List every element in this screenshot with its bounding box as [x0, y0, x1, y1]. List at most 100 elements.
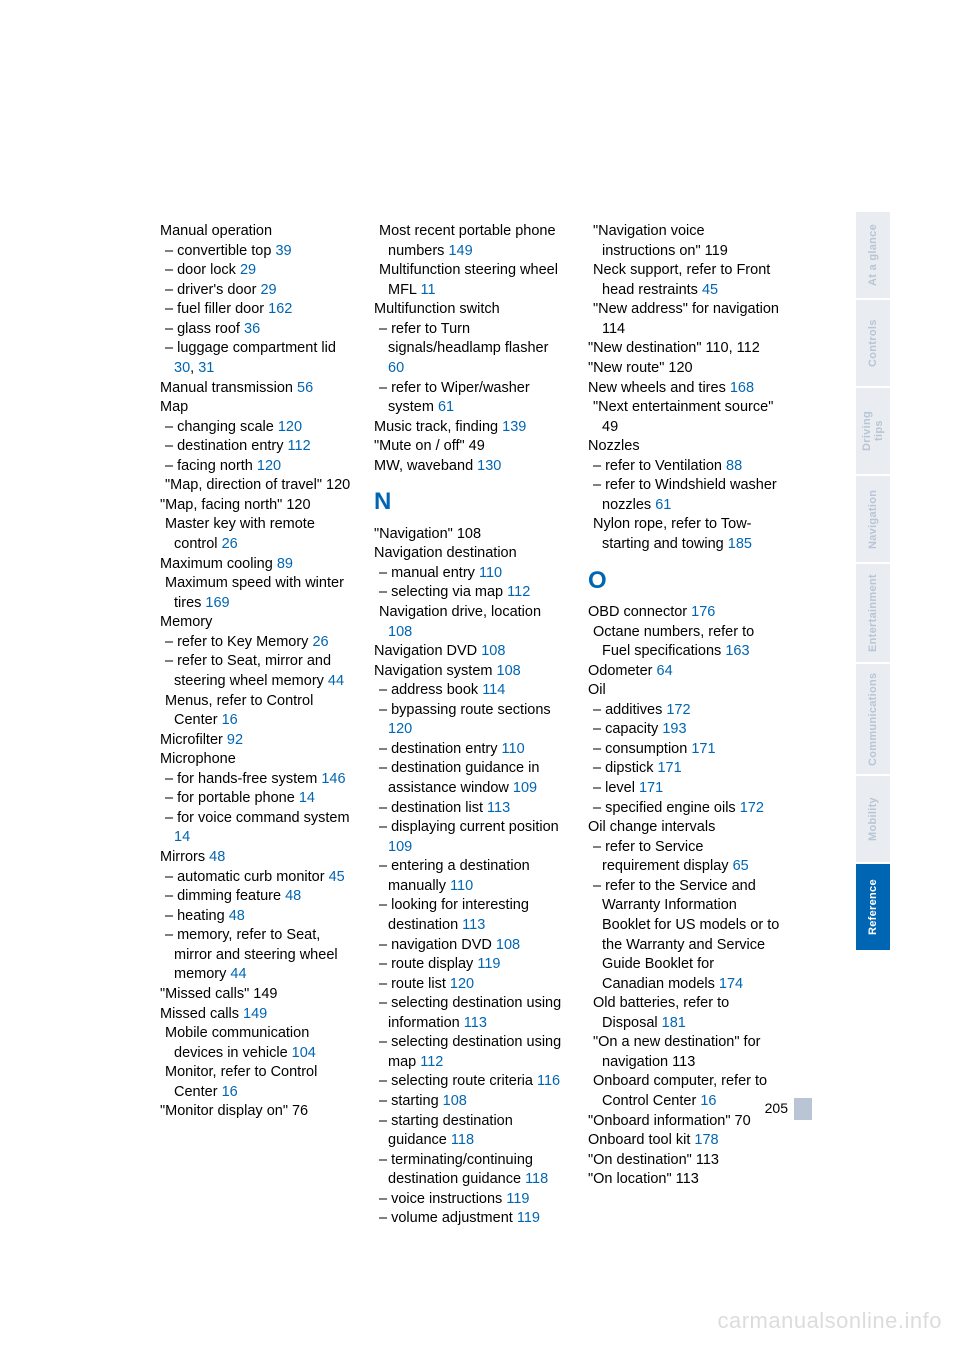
side-tab[interactable]: Navigation [856, 476, 890, 562]
page-link[interactable]: 108 [388, 624, 412, 640]
page-link[interactable]: 36 [244, 321, 260, 337]
entry-text: "Navigation voice instructions on" 119 [593, 223, 728, 259]
entry-text: Microphone [160, 751, 236, 767]
page-link[interactable]: 110 [479, 565, 502, 581]
page-link[interactable]: 163 [725, 643, 749, 659]
page-link[interactable]: 48 [229, 908, 245, 924]
page-link[interactable]: 113 [464, 1015, 487, 1031]
page-link[interactable]: 112 [507, 584, 530, 600]
page-link[interactable]: 181 [662, 1015, 686, 1031]
page-link[interactable]: 171 [639, 780, 663, 796]
page-link[interactable]: 120 [257, 458, 281, 474]
page-link[interactable]: 162 [268, 301, 292, 317]
page-link[interactable]: 56 [297, 380, 313, 396]
page-link[interactable]: 26 [312, 634, 328, 650]
page-link[interactable]: 109 [513, 780, 537, 796]
side-tab[interactable]: Entertainment [856, 564, 890, 662]
page-link[interactable]: 119 [517, 1210, 540, 1226]
page-link[interactable]: 172 [666, 702, 690, 718]
side-tab[interactable]: At a glance [856, 212, 890, 298]
page-link[interactable]: 26 [222, 536, 238, 552]
index-entry: Odometer 64 [588, 662, 780, 682]
side-tab[interactable]: Driving tips [856, 388, 890, 474]
page-link[interactable]: 30 [174, 360, 190, 376]
page-link[interactable]: 108 [481, 643, 505, 659]
page-link[interactable]: 45 [702, 282, 718, 298]
page-link[interactable]: 169 [205, 595, 229, 611]
page-link[interactable]: 193 [662, 721, 686, 737]
entry-text: – destination entry [165, 438, 288, 454]
page-link[interactable]: 14 [299, 790, 315, 806]
page-link[interactable]: 64 [657, 663, 673, 679]
page-link[interactable]: 60 [388, 360, 404, 376]
page-link[interactable]: 116 [537, 1073, 560, 1089]
page-link[interactable]: 110 [502, 741, 525, 757]
page-link[interactable]: 149 [243, 1006, 267, 1022]
page-link[interactable]: 108 [496, 937, 520, 953]
page-link[interactable]: 119 [477, 956, 500, 972]
page-link[interactable]: 48 [209, 849, 225, 865]
page-link[interactable]: 16 [700, 1093, 716, 1109]
entry-text: – capacity [593, 721, 662, 737]
page-link[interactable]: 108 [497, 663, 521, 679]
page-link[interactable]: 176 [691, 604, 715, 620]
index-entry: – route list 120 [374, 975, 566, 995]
page-link[interactable]: 185 [728, 536, 752, 552]
page-link[interactable]: 29 [260, 282, 276, 298]
entry-text: Mirrors [160, 849, 209, 865]
entry-text: "New route" 120 [588, 360, 693, 376]
page-link[interactable]: 65 [733, 858, 749, 874]
page-link[interactable]: 120 [278, 419, 302, 435]
page-link[interactable]: 61 [438, 399, 454, 415]
page-link[interactable]: 16 [222, 712, 238, 728]
page-link[interactable]: 146 [321, 771, 345, 787]
side-tab[interactable]: Communications [856, 664, 890, 774]
page-link[interactable]: 178 [694, 1132, 718, 1148]
page-link[interactable]: 168 [730, 380, 754, 396]
entry-text: – navigation DVD [379, 937, 496, 953]
page-link[interactable]: 118 [451, 1132, 474, 1148]
page-link[interactable]: 92 [227, 732, 243, 748]
page-link[interactable]: 113 [487, 800, 510, 816]
page-link[interactable]: 44 [230, 966, 246, 982]
page-link[interactable]: 39 [275, 243, 291, 259]
page-link[interactable]: 109 [388, 839, 412, 855]
page-link[interactable]: 48 [285, 888, 301, 904]
page-link[interactable]: 88 [726, 458, 742, 474]
page-link[interactable]: 45 [329, 869, 345, 885]
side-tab[interactable]: Reference [856, 864, 890, 950]
page-link[interactable]: 110 [450, 878, 473, 894]
page-link[interactable]: 113 [462, 917, 485, 933]
page-link[interactable]: 172 [740, 800, 764, 816]
page-link[interactable]: 149 [448, 243, 472, 259]
entry-text: – luggage compartment lid [165, 340, 336, 356]
side-tab[interactable]: Mobility [856, 776, 890, 862]
page-link[interactable]: 16 [222, 1084, 238, 1100]
page-link[interactable]: 31 [198, 360, 214, 376]
page-link[interactable]: 108 [443, 1093, 467, 1109]
page-link[interactable]: 174 [719, 976, 743, 992]
page-link[interactable]: 112 [420, 1054, 443, 1070]
page-link[interactable]: 29 [240, 262, 256, 278]
page-link[interactable]: 139 [502, 419, 526, 435]
side-tab[interactable]: Controls [856, 300, 890, 386]
page-link[interactable]: 171 [691, 741, 715, 757]
page-link[interactable]: 119 [506, 1191, 529, 1207]
page-link[interactable]: 44 [328, 673, 344, 689]
index-entry: Oil change intervals [588, 818, 780, 838]
page-link[interactable]: 61 [655, 497, 671, 513]
page-link[interactable]: 14 [174, 829, 190, 845]
page-link[interactable]: 114 [482, 682, 505, 698]
page-link[interactable]: 120 [388, 721, 412, 737]
page-link[interactable]: 118 [525, 1171, 548, 1187]
entry-text: – refer to Wiper/washer system [379, 380, 530, 416]
index-entry: Maximum cooling 89 [160, 555, 352, 575]
page-link[interactable]: 112 [288, 438, 311, 454]
page-link[interactable]: 104 [292, 1045, 316, 1061]
entry-text: Menus, refer to Control Center [165, 693, 313, 729]
page-link[interactable]: 130 [477, 458, 501, 474]
page-link[interactable]: 120 [450, 976, 474, 992]
page-link[interactable]: 171 [657, 760, 681, 776]
page-link[interactable]: 89 [277, 556, 293, 572]
page-link[interactable]: 11 [421, 282, 436, 298]
